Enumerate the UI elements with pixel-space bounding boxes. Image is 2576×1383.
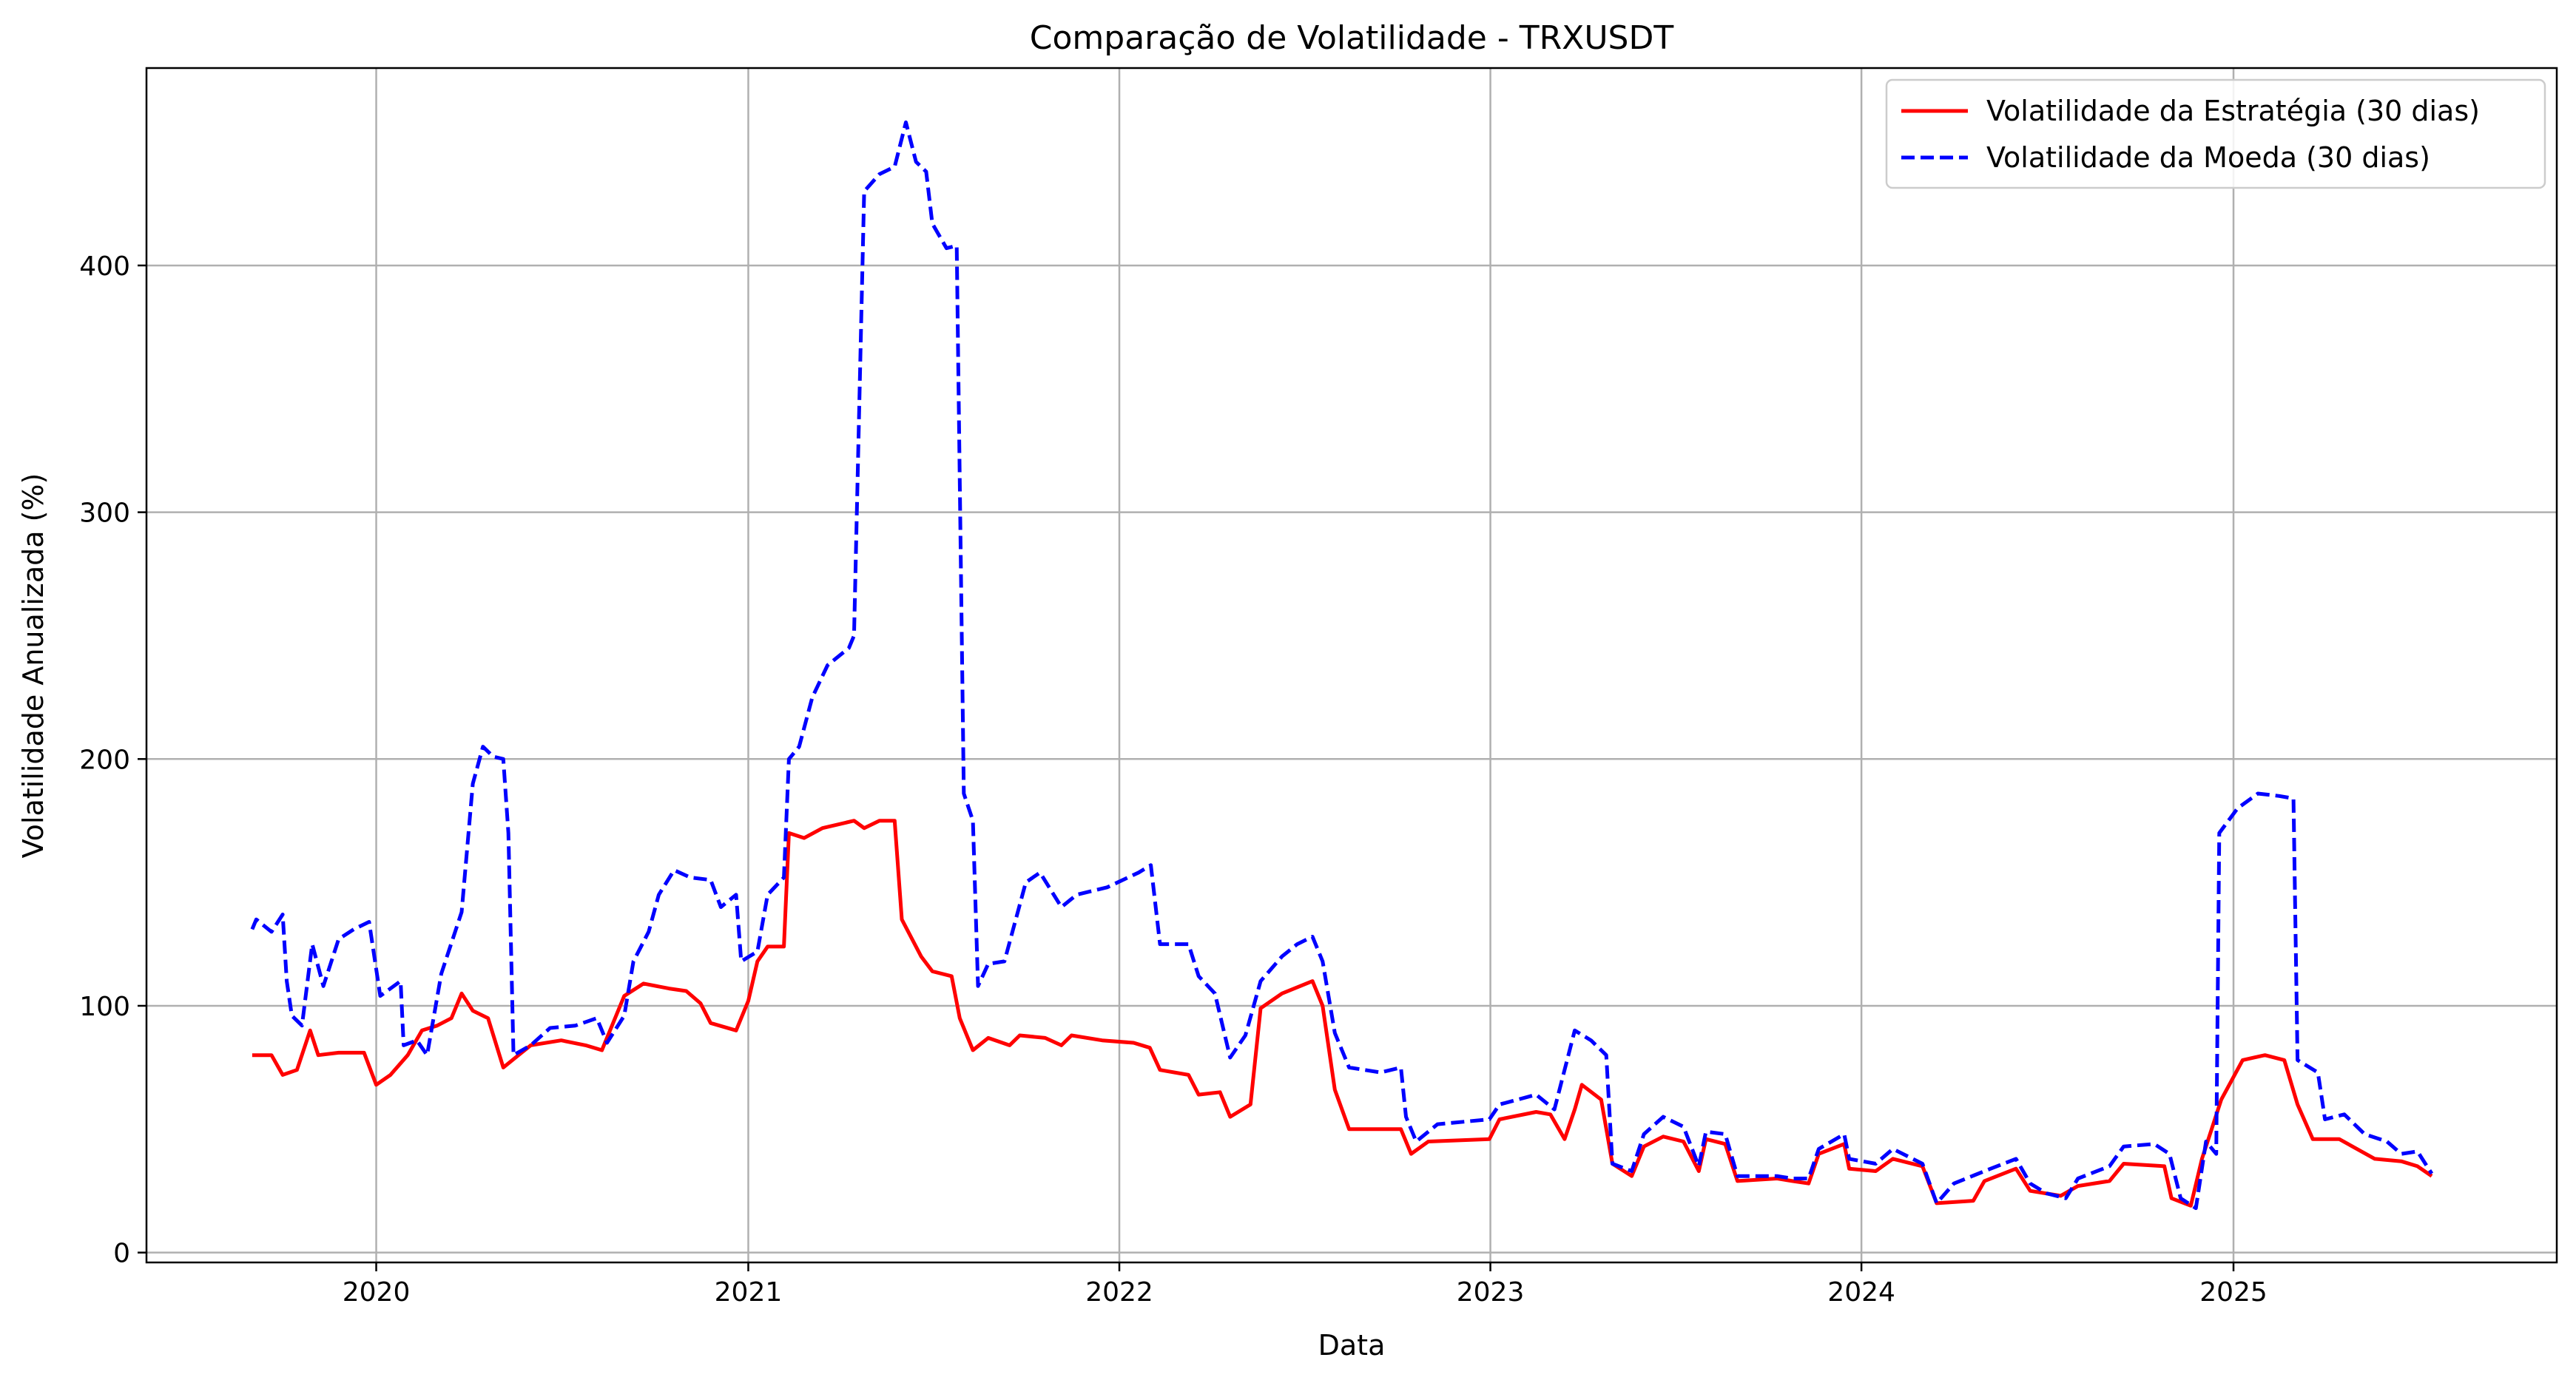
y-tick-label: 300	[79, 498, 130, 529]
x-tick-label: 2021	[715, 1277, 783, 1308]
y-tick-label: 200	[79, 745, 130, 775]
x-axis-title: Data	[1318, 1329, 1386, 1362]
y-axis-ticks: 0 100 200 300 400	[79, 251, 146, 1269]
plot-frame	[145, 67, 2558, 1264]
y-tick-label: 400	[79, 251, 130, 282]
legend-label-coin: Volatilidade da Moeda (30 dias)	[1986, 141, 2430, 174]
x-axis-ticks: 2020 2021 2022 2023 2024 2025	[343, 1262, 2268, 1308]
strategy-volatility-line	[252, 819, 2433, 1208]
legend-label-strategy: Volatilidade da Estratégia (30 dias)	[1986, 95, 2480, 127]
y-tick-label: 0	[113, 1239, 130, 1269]
series-layer	[250, 120, 2434, 1211]
x-tick-label: 2025	[2199, 1277, 2268, 1308]
y-tick-label: 100	[79, 992, 130, 1022]
grid	[146, 68, 2557, 1262]
x-tick-label: 2024	[1827, 1277, 1895, 1308]
x-tick-label: 2022	[1085, 1277, 1153, 1308]
y-axis-title: Volatilidade Anualizada (%)	[17, 473, 50, 859]
legend-box	[1885, 78, 2546, 189]
coin-volatility-line	[250, 120, 2434, 1211]
chart-title: Comparação de Volatilidade - TRXUSDT	[1030, 19, 1674, 57]
x-tick-label: 2020	[343, 1277, 411, 1308]
x-tick-label: 2023	[1457, 1277, 1525, 1308]
legend: Volatilidade da Estratégia (30 dias) Vol…	[1885, 78, 2546, 189]
